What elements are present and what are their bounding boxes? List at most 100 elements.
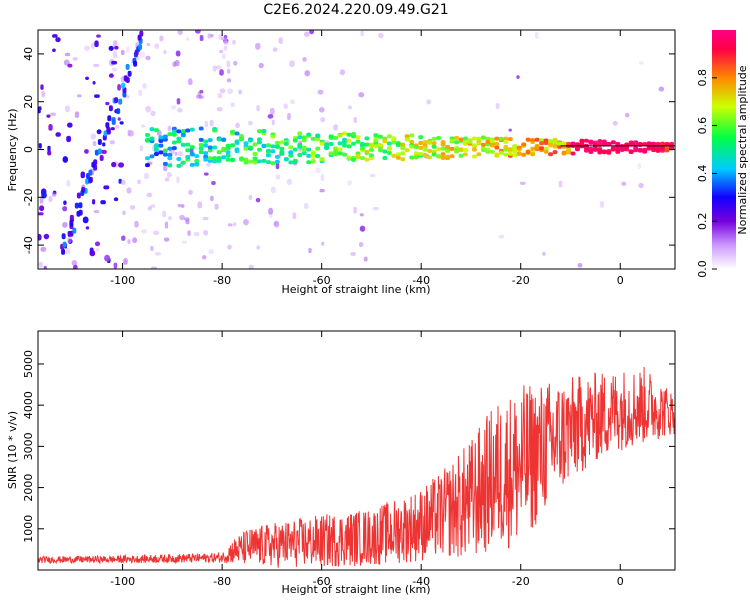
spectrogram-cell <box>400 146 406 151</box>
spectrogram-cell <box>199 35 204 42</box>
spectrogram-cell <box>534 137 540 142</box>
spectrogram-cell <box>203 143 209 148</box>
spectrogram-cell <box>471 147 477 152</box>
spectrogram-cell <box>409 133 415 138</box>
spectrogram-cell <box>52 48 56 53</box>
spectrogram-cell <box>159 35 164 42</box>
spectrogram-cell <box>153 128 159 133</box>
spectrogram-cell <box>180 133 186 138</box>
x-tick-label: -100 <box>110 575 135 588</box>
spectrogram-cell <box>143 172 149 180</box>
spectrogram-cell <box>503 152 509 157</box>
spectrogram-cell <box>116 108 121 115</box>
spectrogram-cell <box>198 142 204 147</box>
spectrogram-cell <box>476 139 482 144</box>
spectrogram-cell <box>359 156 365 161</box>
spectrogram-cell <box>543 140 549 145</box>
spectrogram-cell <box>185 155 191 160</box>
spectrogram-cell <box>186 37 190 41</box>
spectrogram-cell <box>221 53 226 60</box>
spectrogram-cell <box>660 145 666 150</box>
spectrogram-cell <box>212 128 218 133</box>
spectrogram-cell <box>413 144 419 149</box>
spectrogram-cell <box>111 116 116 123</box>
spectrogram-cell <box>642 142 648 147</box>
spectrogram-cell <box>114 46 119 50</box>
spectrogram-cell <box>119 121 124 125</box>
spectrogram-cell <box>373 133 379 138</box>
spectrogram-cell <box>566 150 572 155</box>
spectrogram-cell <box>508 128 512 132</box>
spectrogram-cell <box>189 162 195 167</box>
spectrogram-cell <box>227 88 234 94</box>
spectrogram-cell <box>84 149 89 154</box>
spectrogram-cell <box>171 146 177 151</box>
spectrogram-cell <box>512 144 518 149</box>
spectrogram-cell <box>145 105 152 113</box>
spectrogram-cell <box>655 141 661 146</box>
spectrogram-cell <box>369 174 376 178</box>
spectrogram-cell <box>503 140 509 145</box>
spectrogram-cell <box>115 124 120 129</box>
colorbar: 0.0 0.2 0.4 0.6 0.8 Normalized spectral ampl… <box>696 30 749 278</box>
snr-series-line <box>38 366 675 568</box>
spectrogram-cell <box>103 130 108 137</box>
spectrogram-cell <box>422 143 428 148</box>
spectrogram-cell <box>74 202 79 209</box>
spectrogram-cell <box>168 216 172 221</box>
spectrogram-cell <box>120 49 125 56</box>
spectrogram-cell <box>372 207 379 211</box>
spectrogram-cell <box>314 167 321 174</box>
spectrogram-cell <box>67 63 73 68</box>
spectrogram-cell <box>651 141 657 146</box>
spectrogram-cell <box>337 147 343 152</box>
spectrogram-cell <box>121 82 126 89</box>
snr-panel: -100 -80 -60 -40 -20 0 1000 2000 3000 4000 5000 H… <box>6 330 676 596</box>
spectrogram-cell <box>265 148 271 153</box>
spectrogram-cell <box>108 105 113 112</box>
y-tick-label: 40 <box>22 47 35 61</box>
spectrogram-cell <box>494 141 500 146</box>
spectrogram-cell <box>445 154 451 159</box>
spectrogram-cell <box>212 159 218 164</box>
spectrogram-cell <box>288 150 294 155</box>
spectrogram-cell <box>239 156 245 161</box>
spectrogram-cell <box>377 134 383 139</box>
y-tick-label: -40 <box>22 236 35 254</box>
spectrogram-cell <box>158 143 164 148</box>
spectrogram-cell <box>467 139 473 144</box>
spectrogram-cell <box>230 143 236 148</box>
spectrogram-cell <box>646 141 652 146</box>
colorbar-tick-label: 0.4 <box>696 165 709 183</box>
spectrogram-cell <box>102 142 106 147</box>
spectrogram-cell <box>418 145 424 150</box>
spectrogram-cell <box>139 145 144 152</box>
spectrogram-cell <box>94 149 99 156</box>
spectrogram-cell <box>55 37 61 43</box>
spectrogram-cell <box>62 156 68 163</box>
spectrogram-cell <box>471 154 477 159</box>
spectrogram-cell <box>40 246 47 252</box>
spectrogram-cell <box>207 33 212 39</box>
spectrogram-cell <box>125 63 130 70</box>
spectrogram-cell <box>303 202 309 209</box>
spectrogram-cell <box>126 187 132 194</box>
spectrogram-cell <box>38 109 41 114</box>
spectrogram-cell <box>333 149 339 154</box>
spectrogram-cell <box>664 142 670 147</box>
spectrogram-cell <box>342 152 348 157</box>
spectrogram-cell <box>382 149 388 154</box>
spectrogram-cell <box>203 139 209 144</box>
spectrogram-cell <box>258 62 264 69</box>
spectrogram-cell <box>218 33 224 41</box>
spectrogram-cell <box>108 45 114 51</box>
spectrogram-cell <box>404 137 410 142</box>
spectrogram-cell <box>99 154 104 161</box>
y-tick-label: -20 <box>22 188 35 206</box>
spectrogram-cell <box>287 113 291 120</box>
spectrogram-cell <box>471 143 477 148</box>
spectrogram-cell <box>112 50 118 57</box>
spectrogram-cell <box>292 212 297 220</box>
spectrogram-cell <box>347 105 353 110</box>
spectrogram-cell <box>342 131 348 136</box>
